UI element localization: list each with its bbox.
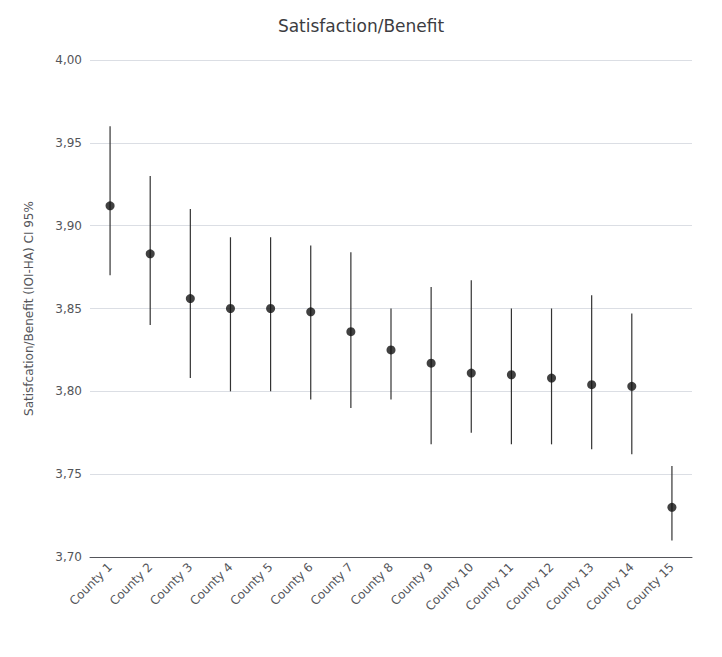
svg-text:County 6: County 6 [268,560,316,608]
svg-text:Satisfcation/Benefit (IOI-HA): Satisfcation/Benefit (IOI-HA) CI 95% [22,201,36,416]
svg-text:County 10: County 10 [422,560,477,614]
svg-text:County 1: County 1 [67,560,115,608]
svg-text:County 12: County 12 [502,560,557,614]
svg-text:County 14: County 14 [583,560,637,614]
svg-text:3,80: 3,80 [55,384,82,398]
svg-text:County 15: County 15 [623,560,677,614]
svg-text:3,70: 3,70 [55,550,82,564]
svg-text:3,75: 3,75 [55,467,82,481]
svg-text:County 8: County 8 [348,560,396,608]
svg-text:County 9: County 9 [387,560,437,609]
svg-text:3,90: 3,90 [55,219,82,233]
svg-text:County 7: County 7 [308,560,356,608]
svg-text:County 4: County 4 [187,560,235,608]
svg-text:County 2: County 2 [107,560,155,608]
svg-text:County 3: County 3 [147,560,195,608]
svg-text:County 5: County 5 [227,560,275,608]
svg-text:3,95: 3,95 [55,136,82,150]
svg-text:3,85: 3,85 [55,302,82,316]
svg-text:4,00: 4,00 [55,53,82,67]
svg-text:County 13: County 13 [543,560,597,614]
svg-text:Satisfaction/Benefit: Satisfaction/Benefit [278,16,445,36]
svg-text:County 11: County 11 [462,560,517,614]
